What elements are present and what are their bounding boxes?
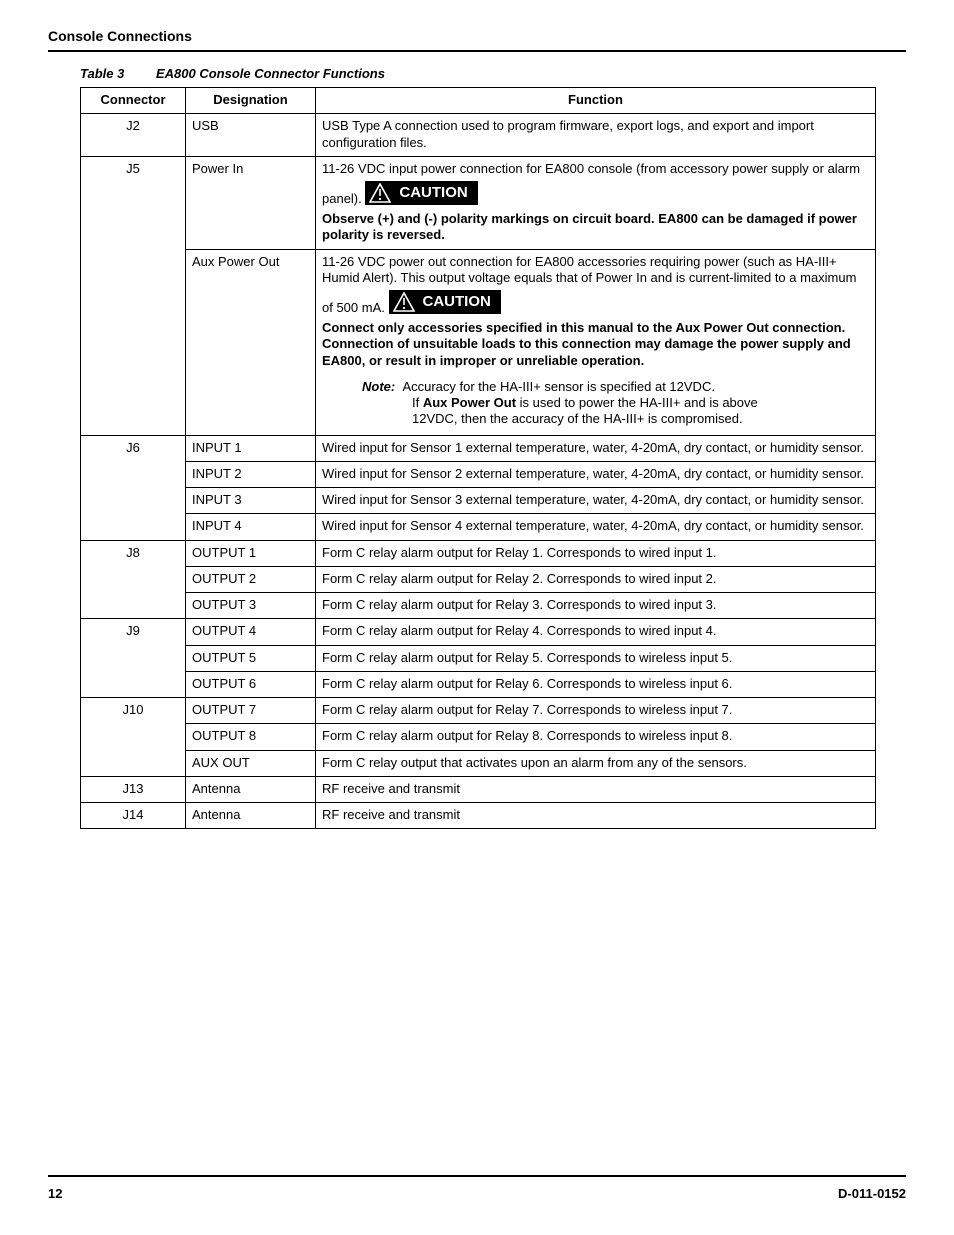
cell-connector: J2 <box>81 114 186 157</box>
note-line: Note: Accuracy for the HA-III+ sensor is… <box>362 379 715 394</box>
note-label: Note: <box>362 379 395 394</box>
caution-badge: CAUTION <box>389 290 501 314</box>
top-rule <box>48 50 906 52</box>
cell-designation: INPUT 1 <box>186 435 316 461</box>
cell-connector: J10 <box>81 698 186 777</box>
cell-connector: J6 <box>81 435 186 540</box>
table-row: J8 OUTPUT 1 Form C relay alarm output fo… <box>81 540 876 566</box>
footer: 12 D-011-0152 <box>48 1186 906 1201</box>
cell-designation: INPUT 2 <box>186 461 316 487</box>
cell-function: 11-26 VDC input power connection for EA8… <box>316 156 876 249</box>
table-row: J5 Power In 11-26 VDC input power connec… <box>81 156 876 249</box>
cell-designation: OUTPUT 2 <box>186 566 316 592</box>
caution-text: Connect only accessories specified in th… <box>322 320 869 369</box>
table-row: J9 OUTPUT 4 Form C relay alarm output fo… <box>81 619 876 645</box>
cell-designation: INPUT 3 <box>186 488 316 514</box>
note-block: Note: Accuracy for the HA-III+ sensor is… <box>362 379 869 428</box>
cell-connector: J13 <box>81 776 186 802</box>
cell-designation: OUTPUT 5 <box>186 645 316 671</box>
table-row: J13 Antenna RF receive and transmit <box>81 776 876 802</box>
bottom-rule <box>48 1175 906 1177</box>
cell-function: USB Type A connection used to program fi… <box>316 114 876 157</box>
cell-function: Form C relay alarm output for Relay 2. C… <box>316 566 876 592</box>
col-function: Function <box>316 88 876 114</box>
section-title: Console Connections <box>48 28 906 44</box>
cell-designation: OUTPUT 1 <box>186 540 316 566</box>
table-row: OUTPUT 8 Form C relay alarm output for R… <box>81 724 876 750</box>
warning-icon <box>369 183 391 203</box>
cell-function: RF receive and transmit <box>316 803 876 829</box>
cell-connector: J8 <box>81 540 186 619</box>
cell-connector: J14 <box>81 803 186 829</box>
cell-connector: J5 <box>81 156 186 435</box>
caution-text: Observe (+) and (-) polarity markings on… <box>322 211 869 244</box>
note-line: If Aux Power Out is used to power the HA… <box>412 395 869 411</box>
cell-function: Form C relay alarm output for Relay 4. C… <box>316 619 876 645</box>
table-row: OUTPUT 3 Form C relay alarm output for R… <box>81 593 876 619</box>
cell-connector: J9 <box>81 619 186 698</box>
table-row: AUX OUT Form C relay output that activat… <box>81 750 876 776</box>
cell-designation: OUTPUT 8 <box>186 724 316 750</box>
table-row: J14 Antenna RF receive and transmit <box>81 803 876 829</box>
table-caption: Table 3 EA800 Console Connector Function… <box>80 66 906 81</box>
cell-function: Form C relay output that activates upon … <box>316 750 876 776</box>
cell-designation: Power In <box>186 156 316 249</box>
cell-function: Wired input for Sensor 2 external temper… <box>316 461 876 487</box>
warning-icon <box>393 292 415 312</box>
caution-badge: CAUTION <box>365 181 477 205</box>
cell-function: Wired input for Sensor 3 external temper… <box>316 488 876 514</box>
cell-function: 11-26 VDC power out connection for EA800… <box>316 249 876 435</box>
note-text: is used to power the HA-III+ and is abov… <box>516 395 758 410</box>
table-row: OUTPUT 6 Form C relay alarm output for R… <box>81 671 876 697</box>
cell-designation: OUTPUT 7 <box>186 698 316 724</box>
table-row: INPUT 4 Wired input for Sensor 4 externa… <box>81 514 876 540</box>
page: Console Connections Table 3 EA800 Consol… <box>0 0 954 1235</box>
cell-designation: AUX OUT <box>186 750 316 776</box>
connector-table: Connector Designation Function J2 USB US… <box>80 87 876 829</box>
table-caption-label: Table 3 <box>80 66 124 81</box>
table-row: J2 USB USB Type A connection used to pro… <box>81 114 876 157</box>
caution-label: CAUTION <box>399 184 467 203</box>
table-row: J10 OUTPUT 7 Form C relay alarm output f… <box>81 698 876 724</box>
cell-designation: OUTPUT 6 <box>186 671 316 697</box>
cell-designation: Antenna <box>186 776 316 802</box>
cell-function: RF receive and transmit <box>316 776 876 802</box>
cell-designation: OUTPUT 3 <box>186 593 316 619</box>
table-row: INPUT 2 Wired input for Sensor 2 externa… <box>81 461 876 487</box>
table-row: OUTPUT 2 Form C relay alarm output for R… <box>81 566 876 592</box>
page-number: 12 <box>48 1186 62 1201</box>
cell-function: Form C relay alarm output for Relay 1. C… <box>316 540 876 566</box>
cell-function: Form C relay alarm output for Relay 6. C… <box>316 671 876 697</box>
cell-designation: OUTPUT 4 <box>186 619 316 645</box>
cell-designation: Aux Power Out <box>186 249 316 435</box>
table-header-row: Connector Designation Function <box>81 88 876 114</box>
caution-label: CAUTION <box>423 293 491 312</box>
cell-designation: USB <box>186 114 316 157</box>
cell-designation: INPUT 4 <box>186 514 316 540</box>
table-row: J6 INPUT 1 Wired input for Sensor 1 exte… <box>81 435 876 461</box>
cell-function: Wired input for Sensor 4 external temper… <box>316 514 876 540</box>
cell-function: Form C relay alarm output for Relay 5. C… <box>316 645 876 671</box>
cell-function: Form C relay alarm output for Relay 3. C… <box>316 593 876 619</box>
cell-function: Wired input for Sensor 1 external temper… <box>316 435 876 461</box>
note-text: If <box>412 395 423 410</box>
cell-function: Form C relay alarm output for Relay 8. C… <box>316 724 876 750</box>
table-row: INPUT 3 Wired input for Sensor 3 externa… <box>81 488 876 514</box>
doc-number: D-011-0152 <box>838 1186 906 1201</box>
col-designation: Designation <box>186 88 316 114</box>
note-text: Accuracy for the HA-III+ sensor is speci… <box>402 379 715 394</box>
table-caption-title: EA800 Console Connector Functions <box>156 66 385 81</box>
table-row: Aux Power Out 11-26 VDC power out connec… <box>81 249 876 435</box>
cell-designation: Antenna <box>186 803 316 829</box>
cell-function: Form C relay alarm output for Relay 7. C… <box>316 698 876 724</box>
col-connector: Connector <box>81 88 186 114</box>
table-row: OUTPUT 5 Form C relay alarm output for R… <box>81 645 876 671</box>
note-line: 12VDC, then the accuracy of the HA-III+ … <box>412 411 869 427</box>
note-text-bold: Aux Power Out <box>423 395 516 410</box>
